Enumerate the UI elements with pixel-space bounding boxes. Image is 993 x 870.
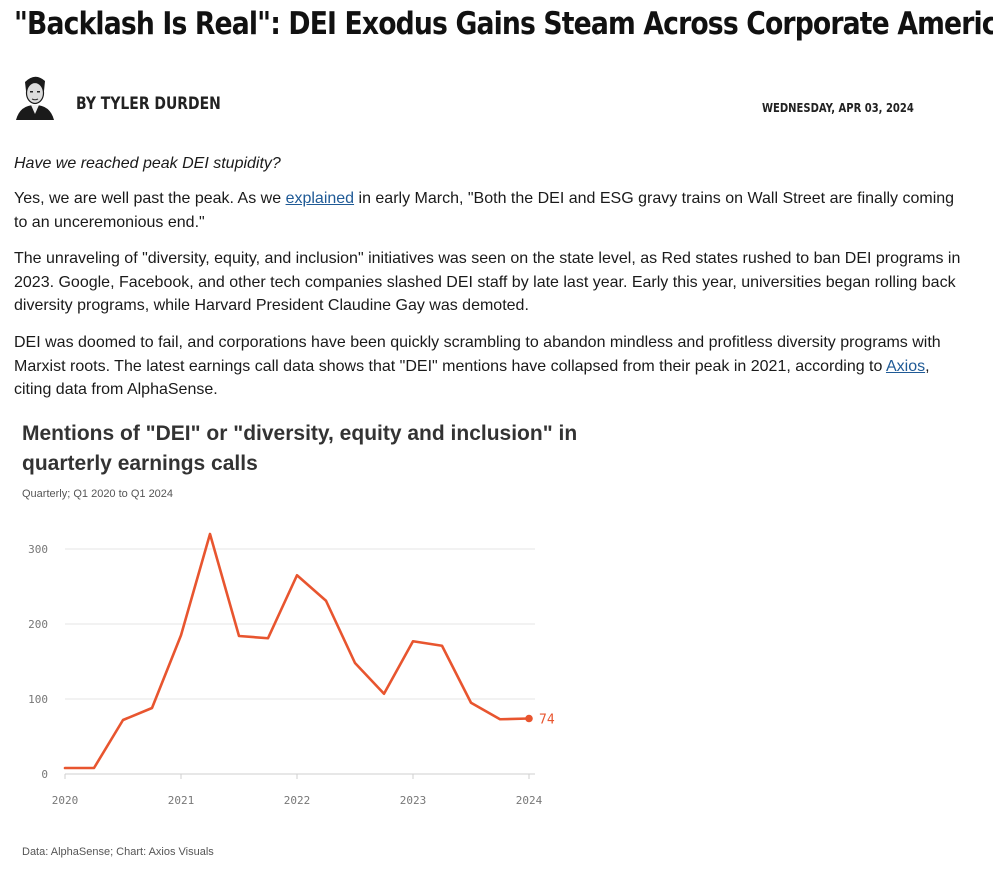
chart-subtitle: Quarterly; Q1 2020 to Q1 2024 bbox=[22, 488, 174, 500]
x-tick-label-2023: 2023 bbox=[400, 794, 427, 807]
data-point-q3-2022 bbox=[353, 661, 357, 665]
article-headline: "Backlash Is Real": DEI Exodus Gains Ste… bbox=[14, 6, 993, 42]
article-paragraph-2: The unraveling of "diversity, equity, an… bbox=[14, 250, 961, 314]
author-byline[interactable]: BY TYLER DURDEN bbox=[76, 94, 221, 114]
data-point-q4-2023 bbox=[498, 717, 502, 721]
data-point-q4-2020 bbox=[150, 706, 154, 710]
data-point-q3-2021 bbox=[237, 634, 241, 638]
data-point-q1-2020 bbox=[63, 766, 67, 770]
series-line bbox=[63, 532, 531, 770]
publish-date: WEDNESDAY, APR 03, 2024 bbox=[762, 100, 914, 115]
chart-title: Mentions of "DEI" or "diversity, equity … bbox=[22, 422, 578, 475]
y-tick-label-200: 200 bbox=[28, 618, 48, 631]
author-avatar[interactable] bbox=[14, 72, 56, 120]
data-point-q1-2021 bbox=[179, 633, 183, 637]
x-tick-label-2021: 2021 bbox=[168, 794, 195, 807]
article-paragraph-3: DEI was doomed to fail, and corporations… bbox=[14, 334, 941, 398]
data-point-q2-2020 bbox=[92, 766, 96, 770]
y-tick-label-0: 0 bbox=[41, 768, 48, 781]
data-point-q1-2023 bbox=[411, 639, 415, 643]
y-tick-label-100: 100 bbox=[28, 693, 48, 706]
axios-link[interactable]: Axios bbox=[885, 357, 926, 375]
article-lede: Have we reached peak DEI stupidity? bbox=[14, 155, 281, 172]
article-paragraph-1: Yes, we are well past the peak. As we ex… bbox=[14, 190, 955, 231]
x-tick-label-2022: 2022 bbox=[284, 794, 311, 807]
x-tick-label-2024: 2024 bbox=[516, 794, 543, 807]
data-point-q2-2021 bbox=[208, 532, 212, 536]
data-point-q3-2020 bbox=[121, 718, 125, 722]
data-point-q1-2024 bbox=[525, 714, 533, 723]
data-point-q1-2022 bbox=[295, 573, 299, 577]
data-point-q3-2023 bbox=[469, 701, 473, 705]
data-point-q4-2021 bbox=[266, 636, 270, 640]
end-value-label: 74 bbox=[539, 713, 555, 728]
explained-link[interactable]: explained bbox=[285, 190, 355, 207]
y-tick-label-300: 300 bbox=[28, 543, 48, 556]
line-chart: 0 100 200 300 2020 2021 2022 2023 2024 74 bbox=[28, 532, 555, 807]
chart-source: Data: AlphaSense; Chart: Axios Visuals bbox=[22, 846, 214, 858]
x-tick-label-2020: 2020 bbox=[52, 794, 79, 807]
data-point-q2-2023 bbox=[440, 644, 444, 648]
data-point-q2-2022 bbox=[324, 599, 328, 603]
data-point-q4-2022 bbox=[382, 692, 386, 696]
